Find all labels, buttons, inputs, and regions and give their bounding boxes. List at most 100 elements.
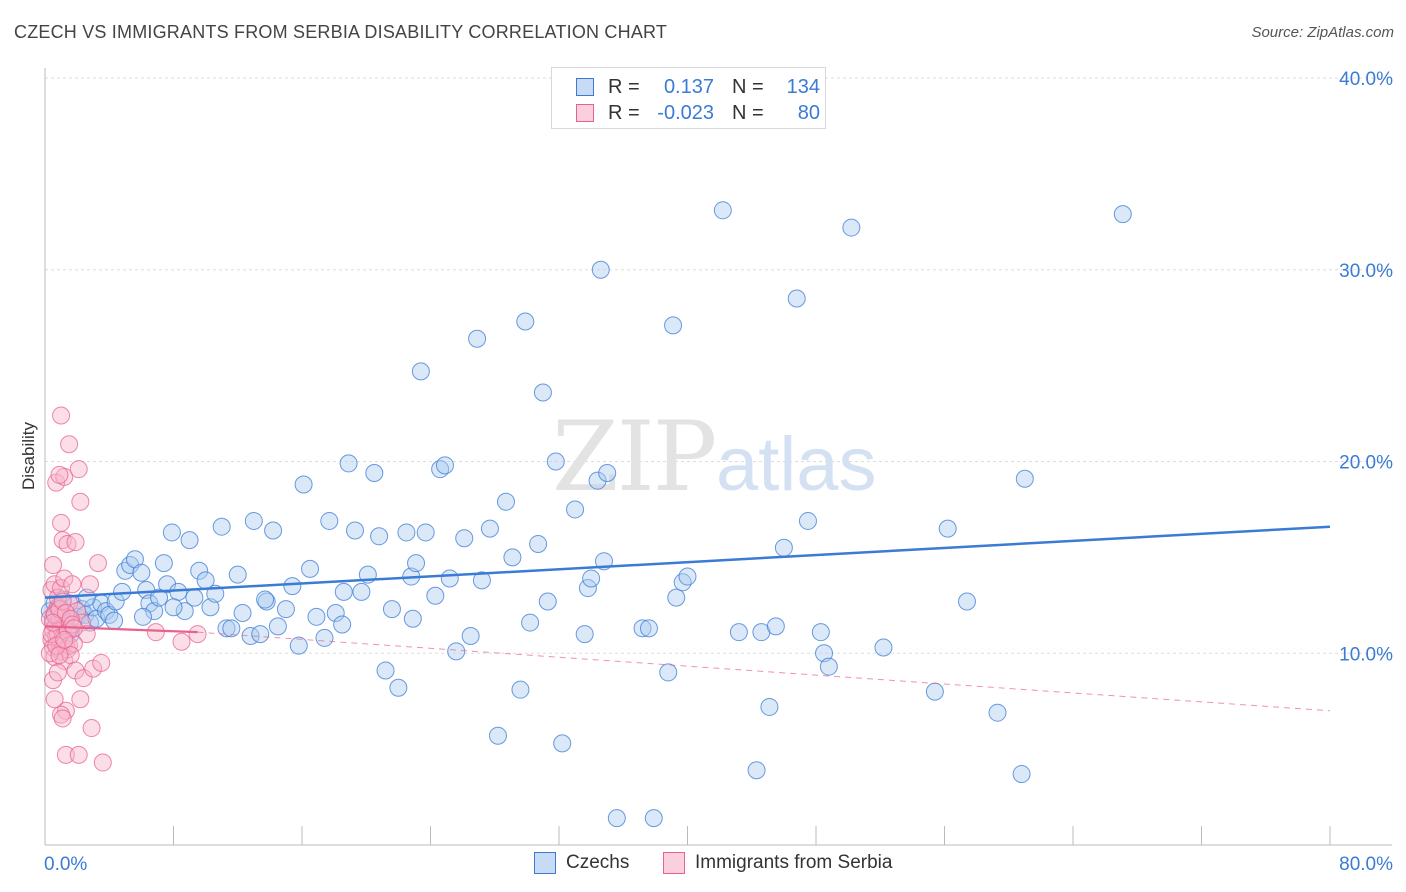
czechs-point: [639, 619, 658, 638]
serbia-point: [50, 646, 69, 665]
czechs-point: [988, 703, 1007, 722]
legend-swatch-blue: [534, 852, 556, 874]
serbia-point: [52, 513, 71, 532]
legend-label-czechs: Czechs: [566, 852, 630, 873]
czechs-point: [553, 734, 572, 753]
czechs-point: [397, 523, 416, 542]
czechs-point: [307, 607, 326, 626]
serbia-trend-line: [44, 625, 198, 634]
czechs-point: [644, 809, 663, 828]
czechs-point: [811, 623, 830, 642]
czechs-point: [766, 617, 785, 636]
czechs-point: [426, 586, 445, 605]
czechs-point: [480, 519, 499, 538]
serbia-point: [69, 745, 88, 764]
y-tick-labels: 10.0% 20.0% 30.0% 40.0%: [1339, 69, 1393, 665]
czechs-point: [77, 588, 96, 607]
czechs-point: [787, 289, 806, 308]
czechs-point: [496, 492, 515, 511]
czechs-point: [150, 588, 169, 607]
czechs-point: [729, 623, 748, 642]
legend-n-value: 134: [786, 75, 820, 98]
x-tick-label: 80.0%: [1339, 854, 1393, 875]
czechs-point: [511, 680, 530, 699]
czechs-point: [957, 592, 976, 611]
czechs-point: [276, 600, 295, 619]
czechs-point: [251, 625, 270, 644]
serbia-point: [69, 460, 88, 479]
y-tick-label: 20.0%: [1339, 453, 1393, 474]
czechs-point: [842, 218, 861, 237]
serbia-point: [56, 603, 75, 622]
czechs-point: [925, 682, 944, 701]
czechs-point: [416, 523, 435, 542]
y-axis-label: Disability: [19, 421, 38, 490]
czechs-point: [578, 579, 597, 598]
serbia-point: [188, 625, 207, 644]
czechs-point: [664, 316, 683, 335]
czechs-point: [352, 582, 371, 601]
stats-legend: R = 0.137 N = 134 R = -0.023 N = 80: [551, 67, 826, 129]
czechs-point: [382, 600, 401, 619]
czechs-point: [233, 603, 252, 622]
grid-lines: [45, 77, 1392, 654]
czechs-point: [1012, 765, 1031, 784]
czechs-point: [169, 582, 188, 601]
czechs-point: [333, 615, 352, 634]
serbia-point: [74, 669, 93, 688]
legend-n-value: 80: [797, 101, 820, 124]
serbia-point: [60, 435, 79, 454]
serbia-point: [48, 663, 67, 682]
legend-swatch-pink: [576, 104, 594, 122]
czechs-point: [334, 582, 353, 601]
serbia-trend-line-dashed: [197, 631, 1331, 712]
serbia-point: [68, 602, 87, 621]
czechs-point: [145, 602, 164, 621]
czechs-point: [440, 569, 459, 588]
czechs-point: [468, 329, 487, 348]
legend-r-value: -0.023: [657, 101, 714, 124]
czechs-point: [326, 603, 345, 622]
czechs-point: [346, 521, 365, 540]
czechs-point: [162, 523, 181, 542]
czechs-point: [301, 559, 320, 578]
czechs-point: [538, 592, 557, 611]
czechs-point: [365, 464, 384, 483]
serbia-point: [63, 575, 82, 594]
series-legend: Czechs Immigrants from Serbia: [0, 852, 1406, 878]
serbia-point: [92, 653, 111, 672]
czechs-point: [1113, 205, 1132, 224]
czechs-point: [435, 456, 454, 475]
serbia-point: [52, 406, 71, 425]
x-tick-labels: 0.0% 80.0%: [44, 854, 1393, 875]
czechs-point: [546, 452, 565, 471]
czechs-point: [938, 519, 957, 538]
source-label: Source: ZipAtlas.com: [1251, 24, 1394, 41]
czechs-point: [370, 527, 389, 546]
czechs-point: [521, 613, 540, 632]
serbia-point: [45, 690, 64, 709]
czechs-point: [376, 661, 395, 680]
czechs-point: [455, 529, 474, 548]
czechs-point: [529, 534, 548, 553]
czechs-point: [116, 561, 135, 580]
series-czechs-points: [40, 201, 1132, 828]
y-tick-label: 30.0%: [1339, 261, 1393, 282]
czechs-point: [819, 657, 838, 676]
czechs-point: [320, 511, 339, 530]
legend-n-label: N =: [732, 101, 764, 124]
czechs-point: [222, 619, 241, 638]
trend-lines: [44, 525, 1331, 712]
watermark: ZIP atlas: [552, 401, 877, 513]
czechs-point: [244, 511, 263, 530]
czechs-point: [582, 569, 601, 588]
czechs-point: [164, 598, 183, 617]
czechs-point: [132, 563, 151, 582]
czechs-point: [447, 642, 466, 661]
serbia-point: [89, 554, 108, 573]
serbia-point: [66, 533, 85, 552]
czechs-point: [815, 644, 834, 663]
serbia-point: [44, 613, 63, 632]
serbia-point: [55, 630, 74, 649]
czechs-point: [673, 573, 692, 592]
